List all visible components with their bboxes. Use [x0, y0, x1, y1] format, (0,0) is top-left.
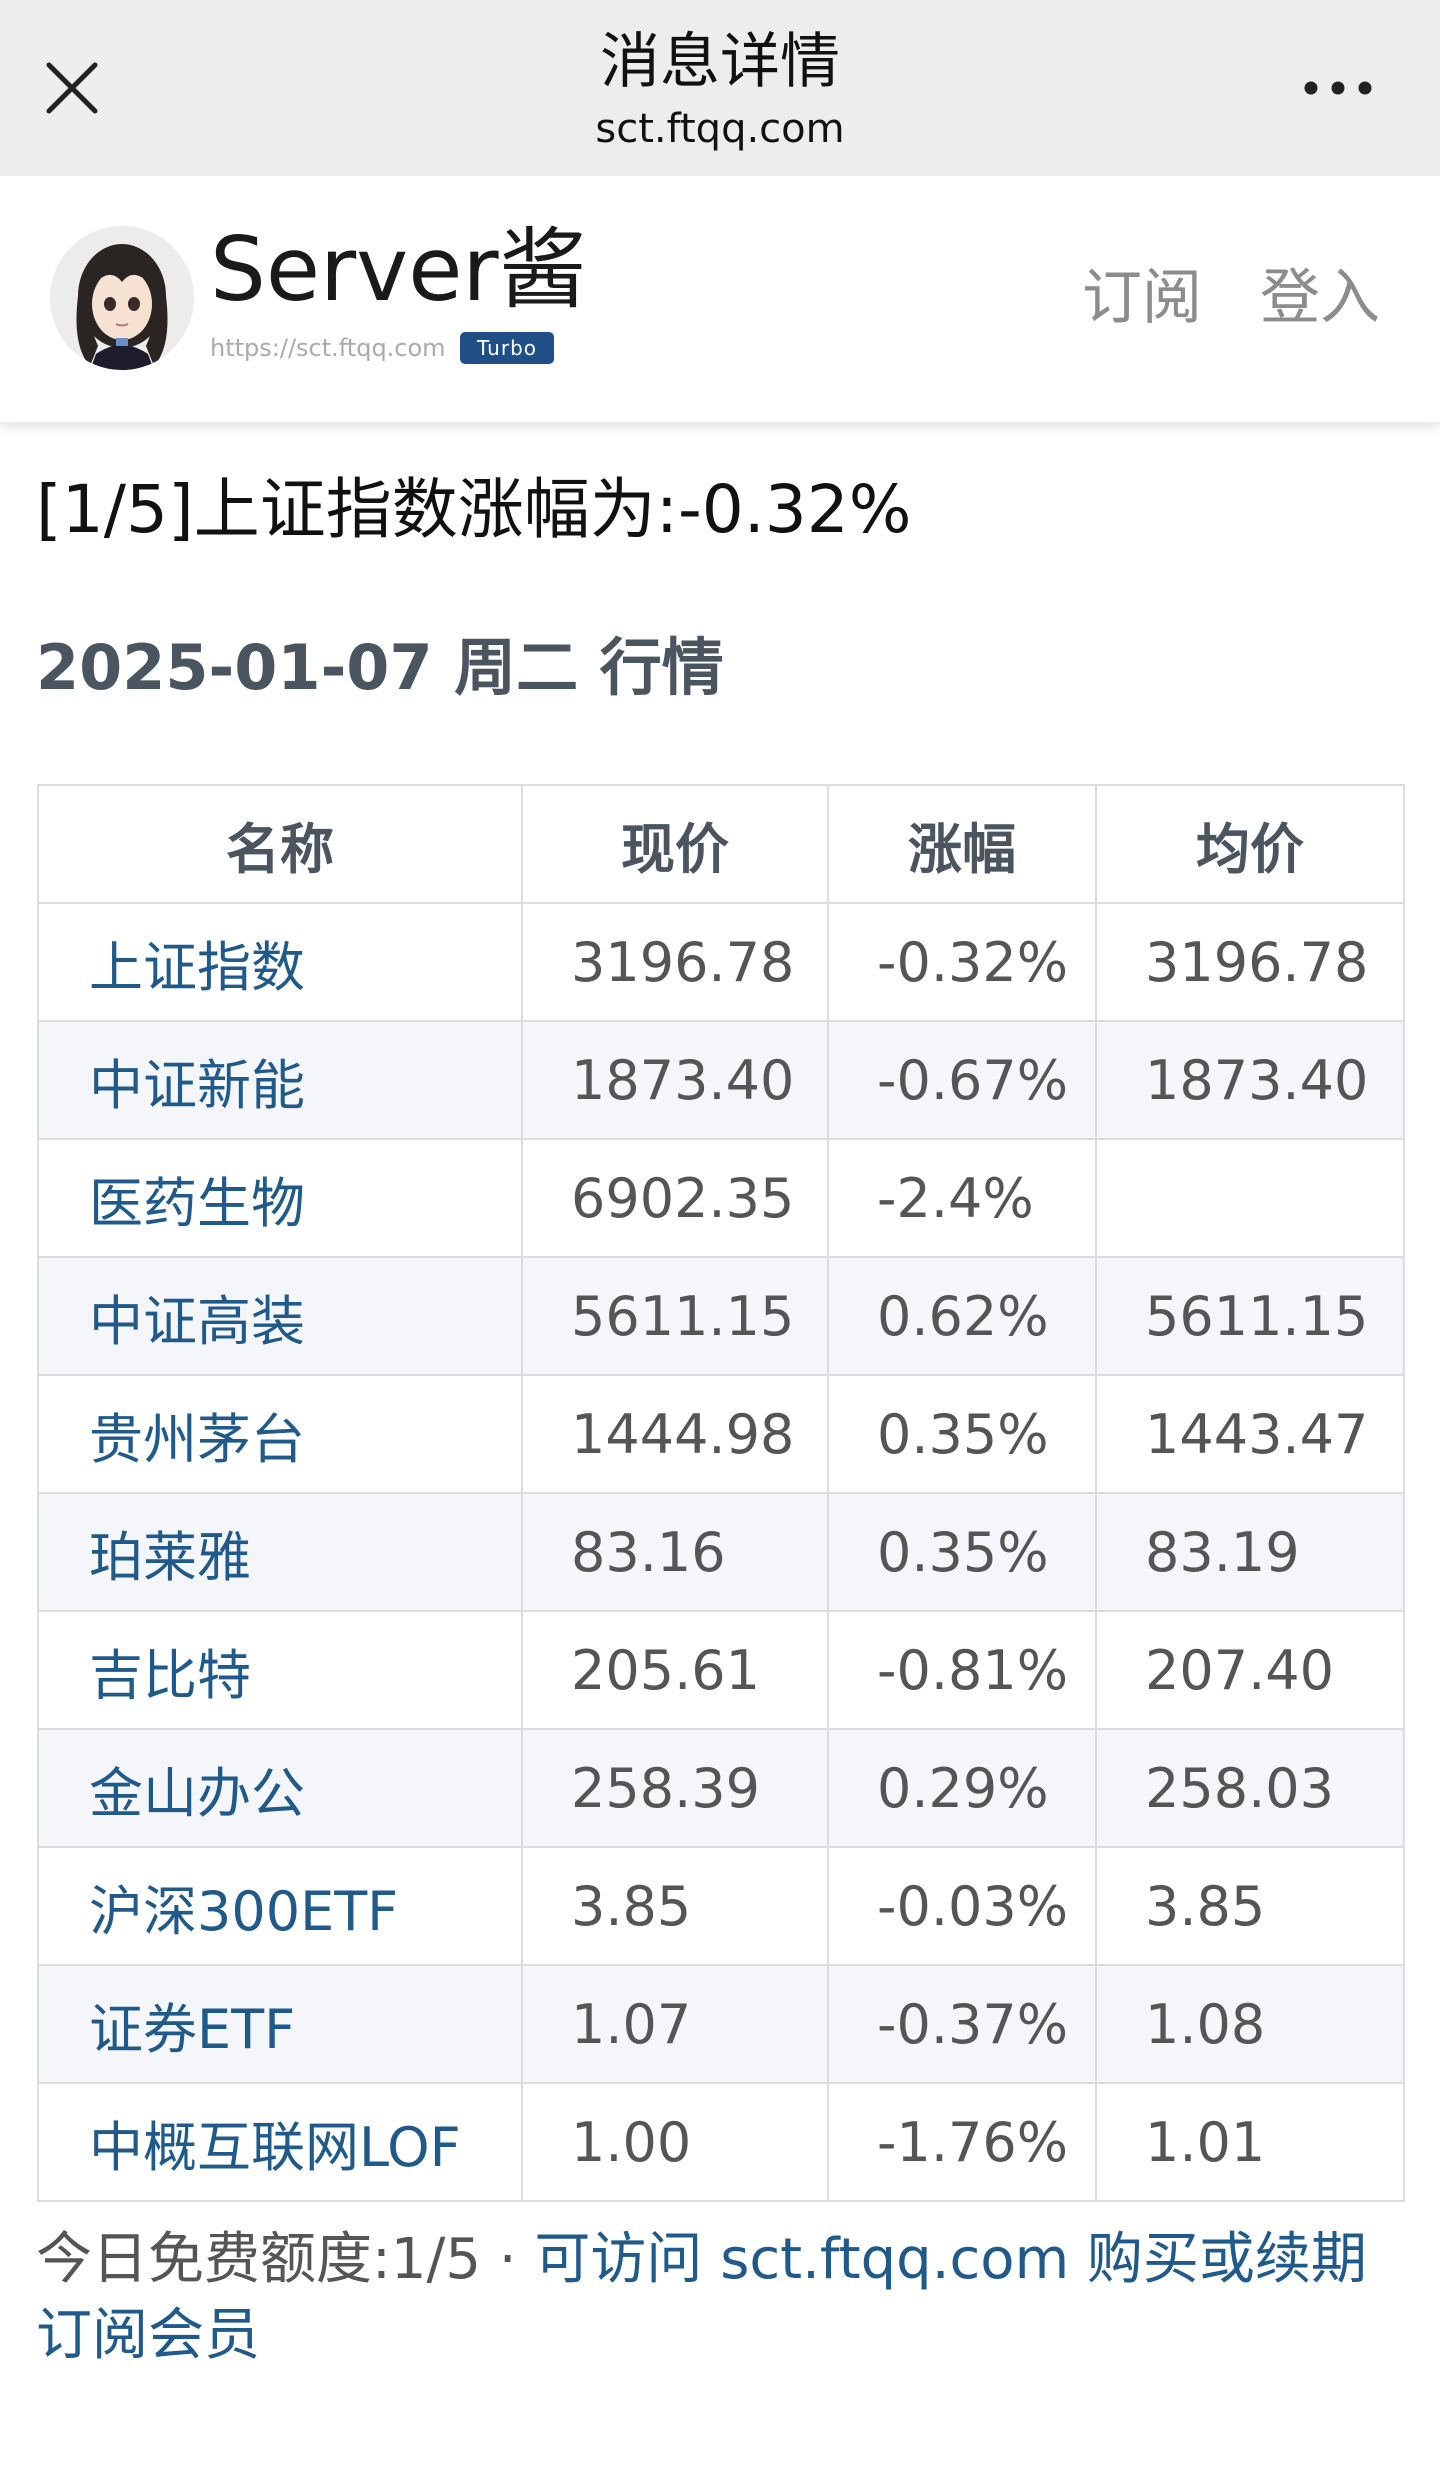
- page-url: sct.ftqq.com: [595, 106, 845, 152]
- cell-name: 中概互联网LOF: [37, 2082, 523, 2202]
- table-row: 中概互联网LOF 1.00 -1.76% 1.01: [37, 2082, 1405, 2202]
- cell-avg: 1.01: [1095, 2082, 1405, 2202]
- header-name: 名称: [37, 784, 523, 904]
- cell-change: -1.76%: [827, 2082, 1097, 2202]
- cell-change: 0.35%: [827, 1374, 1097, 1494]
- cell-avg: 1443.47: [1095, 1374, 1405, 1494]
- cell-change: 0.62%: [827, 1256, 1097, 1376]
- cell-avg: 3.85: [1095, 1846, 1405, 1966]
- cell-name: 沪深300ETF: [37, 1846, 523, 1966]
- cell-avg: [1095, 1138, 1405, 1258]
- cell-avg: 83.19: [1095, 1492, 1405, 1612]
- turbo-badge: Turbo: [460, 332, 554, 364]
- cell-change: -0.32%: [827, 902, 1097, 1022]
- cell-avg: 258.03: [1095, 1728, 1405, 1848]
- section-heading: 2025-01-07 周二 行情: [36, 631, 724, 704]
- cell-price: 3.85: [521, 1846, 829, 1966]
- table-row: 证券ETF 1.07 -0.37% 1.08: [37, 1964, 1405, 2084]
- cell-change: -0.37%: [827, 1964, 1097, 2084]
- footer-note: 今日免费额度:1/5 · 可访问 sct.ftqq.com 购买或续期订阅会员: [36, 2222, 1416, 2374]
- cell-name: 珀莱雅: [37, 1492, 523, 1612]
- cell-price: 5611.15: [521, 1256, 829, 1376]
- avatar: [50, 226, 194, 370]
- cell-name: 贵州茅台: [37, 1374, 523, 1494]
- quotes-table: 名称 现价 涨幅 均价 上证指数 3196.78 -0.32% 3196.78 …: [37, 784, 1405, 2202]
- cell-avg: 207.40: [1095, 1610, 1405, 1730]
- cell-change: -0.03%: [827, 1846, 1097, 1966]
- renew-membership-link[interactable]: 可访问 sct.ftqq.com 购买或续期订阅会员: [36, 2227, 1367, 2368]
- page-title: 消息详情: [600, 27, 840, 97]
- table-header-row: 名称 现价 涨幅 均价: [37, 784, 1405, 904]
- brand-url: https://sct.ftqq.com: [210, 334, 446, 362]
- cell-price: 1.07: [521, 1964, 829, 2084]
- header-change: 涨幅: [827, 784, 1097, 904]
- cell-change: 0.35%: [827, 1492, 1097, 1612]
- table-row: 吉比特 205.61 -0.81% 207.40: [37, 1610, 1405, 1730]
- cell-change: -0.81%: [827, 1610, 1097, 1730]
- site-header: Server酱 https://sct.ftqq.com Turbo 订阅 登入: [0, 176, 1440, 422]
- cell-avg: 5611.15: [1095, 1256, 1405, 1376]
- cell-avg: 3196.78: [1095, 902, 1405, 1022]
- table-row: 贵州茅台 1444.98 0.35% 1443.47: [37, 1374, 1405, 1494]
- cell-name: 中证高装: [37, 1256, 523, 1376]
- cell-name: 金山办公: [37, 1728, 523, 1848]
- more-button[interactable]: [1290, 56, 1386, 120]
- quota-text: 今日免费额度:1/5 ·: [36, 2227, 535, 2292]
- cell-price: 258.39: [521, 1728, 829, 1848]
- message-title: [1/5]上证指数涨幅为:-0.32%: [36, 471, 912, 548]
- brand-name[interactable]: Server酱: [210, 218, 587, 321]
- cell-price: 6902.35: [521, 1138, 829, 1258]
- browser-topbar: 消息详情 sct.ftqq.com: [0, 0, 1440, 176]
- cell-price: 205.61: [521, 1610, 829, 1730]
- login-link[interactable]: 登入: [1260, 263, 1380, 333]
- cell-price: 1444.98: [521, 1374, 829, 1494]
- close-button[interactable]: [40, 56, 104, 120]
- cell-name: 上证指数: [37, 902, 523, 1022]
- cell-name: 中证新能: [37, 1020, 523, 1140]
- cell-name: 证券ETF: [37, 1964, 523, 2084]
- cell-change: -0.67%: [827, 1020, 1097, 1140]
- cell-change: 0.29%: [827, 1728, 1097, 1848]
- cell-price: 1.00: [521, 2082, 829, 2202]
- cell-price: 3196.78: [521, 902, 829, 1022]
- table-row: 医药生物 6902.35 -2.4%: [37, 1138, 1405, 1258]
- table-row: 上证指数 3196.78 -0.32% 3196.78: [37, 902, 1405, 1022]
- subscribe-link[interactable]: 订阅: [1082, 263, 1202, 333]
- table-row: 中证新能 1873.40 -0.67% 1873.40: [37, 1020, 1405, 1140]
- cell-name: 医药生物: [37, 1138, 523, 1258]
- cell-avg: 1.08: [1095, 1964, 1405, 2084]
- table-row: 沪深300ETF 3.85 -0.03% 3.85: [37, 1846, 1405, 1966]
- table-row: 中证高装 5611.15 0.62% 5611.15: [37, 1256, 1405, 1376]
- cell-change: -2.4%: [827, 1138, 1097, 1258]
- cell-name: 吉比特: [37, 1610, 523, 1730]
- header-avg: 均价: [1095, 784, 1405, 904]
- table-row: 珀莱雅 83.16 0.35% 83.19: [37, 1492, 1405, 1612]
- cell-price: 1873.40: [521, 1020, 829, 1140]
- header-price: 现价: [521, 784, 829, 904]
- table-row: 金山办公 258.39 0.29% 258.03: [37, 1728, 1405, 1848]
- anime-girl-avatar-icon: [50, 226, 194, 370]
- cell-avg: 1873.40: [1095, 1020, 1405, 1140]
- more-dots-icon: [1304, 81, 1372, 95]
- cell-price: 83.16: [521, 1492, 829, 1612]
- close-icon: [46, 62, 98, 114]
